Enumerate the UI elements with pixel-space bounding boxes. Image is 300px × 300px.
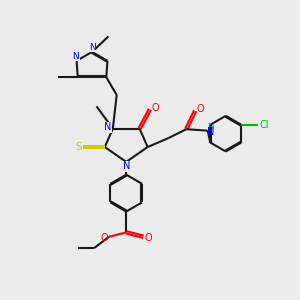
Text: O: O (144, 233, 152, 243)
Text: N: N (89, 43, 96, 52)
Text: N: N (207, 127, 214, 137)
Text: O: O (100, 233, 108, 243)
Text: O: O (152, 103, 159, 113)
Text: O: O (196, 104, 204, 114)
Text: S: S (75, 142, 82, 152)
Text: H: H (207, 123, 214, 132)
Text: N: N (122, 161, 130, 171)
Text: N: N (88, 42, 96, 52)
Text: N: N (73, 52, 80, 61)
Text: N: N (104, 122, 111, 132)
Text: Cl: Cl (260, 120, 269, 130)
